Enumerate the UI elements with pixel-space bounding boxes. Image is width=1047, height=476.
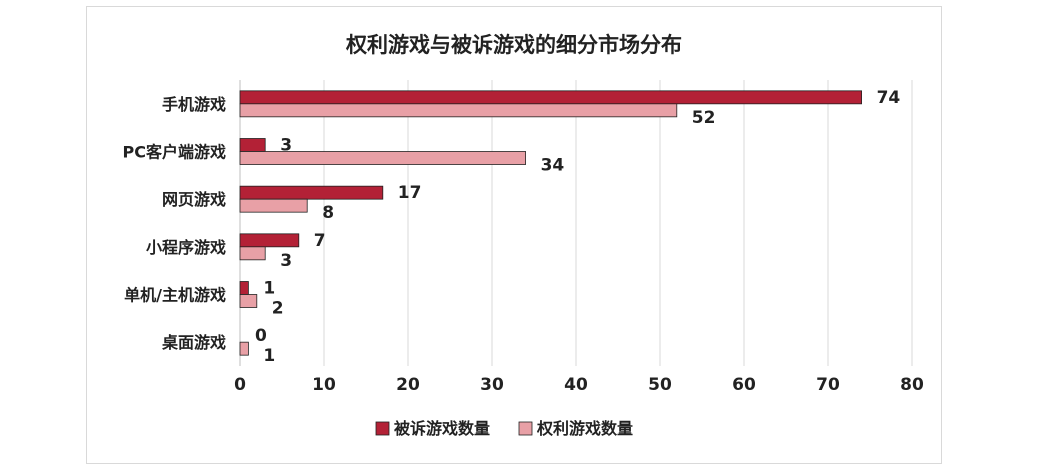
- chart-frame: 权利游戏与被诉游戏的细分市场分布: [86, 6, 942, 464]
- bar-rights: [239, 341, 249, 356]
- x-tick-label: 0: [234, 375, 246, 395]
- legend-label: 权利游戏数量: [536, 419, 633, 438]
- bar-sued: [239, 138, 266, 152]
- bar-sued: [239, 233, 300, 248]
- x-tick-label: 40: [564, 375, 588, 395]
- data-label: 0: [255, 326, 267, 346]
- bar-rights: [239, 246, 266, 261]
- x-tick-label: 10: [312, 375, 336, 395]
- data-label: 2: [272, 299, 284, 319]
- data-label: 7: [314, 231, 326, 251]
- data-label: 3: [280, 251, 292, 271]
- gridlines: [239, 80, 913, 366]
- x-tick-label: 60: [732, 375, 756, 395]
- category-label: 网页游戏: [162, 190, 226, 209]
- data-label: 52: [692, 108, 716, 128]
- bar-sued: [239, 185, 384, 200]
- x-tick-label: 30: [480, 375, 504, 395]
- data-label: 1: [263, 279, 275, 299]
- category-label: 手机游戏: [162, 95, 226, 114]
- data-label: 74: [877, 88, 901, 108]
- bars: [239, 90, 862, 356]
- chart-title: 权利游戏与被诉游戏的细分市场分布: [346, 33, 682, 57]
- x-tick-label: 50: [648, 375, 672, 395]
- legend: 被诉游戏数量 权利游戏数量: [375, 419, 633, 438]
- legend-swatch: [375, 421, 390, 436]
- data-label: 17: [398, 183, 422, 203]
- category-label: 单机/主机游戏: [124, 286, 226, 305]
- bar-rights: [239, 198, 308, 213]
- category-label: PC客户端游戏: [123, 143, 226, 162]
- data-label: 3: [280, 136, 292, 156]
- bar-rights: [239, 151, 527, 165]
- x-tick-label: 80: [900, 375, 924, 395]
- bar-sued: [239, 90, 862, 105]
- data-label: 34: [541, 156, 565, 176]
- legend-swatch: [518, 421, 533, 436]
- x-tick-label: 70: [816, 375, 840, 395]
- bar-rights: [239, 103, 678, 118]
- category-label: 小程序游戏: [146, 238, 226, 257]
- bar-sued: [239, 281, 249, 295]
- bar-rights: [239, 294, 258, 308]
- x-tick-label: 20: [396, 375, 420, 395]
- category-label: 桌面游戏: [162, 333, 226, 352]
- legend-label: 被诉游戏数量: [394, 419, 490, 438]
- data-label: 1: [263, 346, 275, 366]
- data-label: 8: [322, 203, 334, 223]
